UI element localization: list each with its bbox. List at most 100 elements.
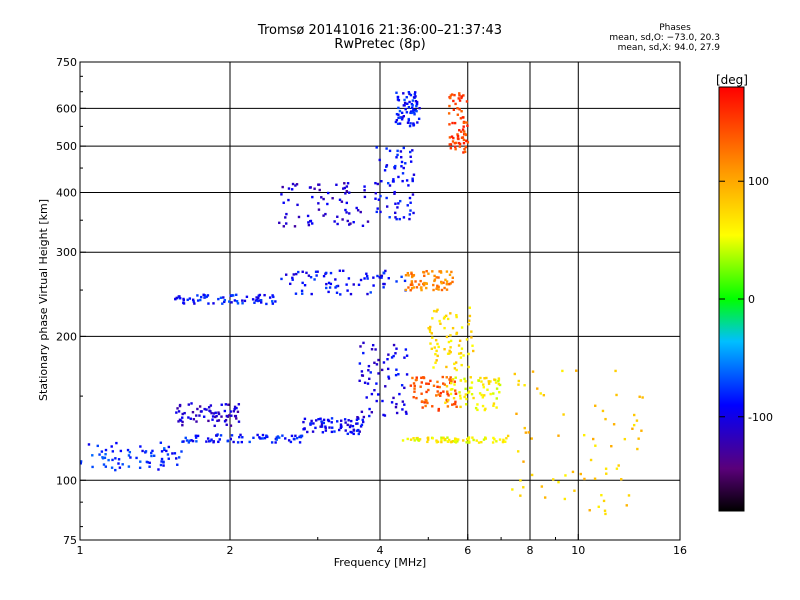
scatter-point [502,438,505,442]
scatter-point [126,448,130,452]
scatter-point [178,403,182,407]
scatter-point [367,369,370,372]
scatter-point [146,461,149,464]
scatter-point [445,280,449,283]
scatter-point [182,297,185,301]
scatter-point [515,412,518,416]
scatter-point [314,426,317,430]
scatter-point [200,410,203,413]
scatter-point [256,299,260,303]
scatter-point [206,437,210,440]
scatter-point [396,98,400,101]
scatter-point [331,426,334,429]
scatter-point [603,509,607,512]
scatter-point [465,139,468,142]
scatter-point [185,439,189,442]
title-block: Tromsø 20141016 21:36:00–21:37:43 RwPret… [0,24,760,52]
scatter-point [540,485,544,488]
scatter-point [401,439,405,442]
scatter-point [470,336,473,339]
scatter-point [352,432,355,436]
scatter-point [210,438,213,441]
scatter-point [463,150,467,154]
scatter-point [375,210,378,214]
scatter-point [454,392,457,395]
scatter-point [196,434,200,438]
scatter-point [322,214,325,217]
scatter-point [400,165,403,168]
scatter-point [460,326,464,329]
scatter-point [440,281,443,285]
scatter-point [523,426,526,430]
scatter-point [472,349,475,353]
scatter-point [103,456,107,459]
scatter-point [319,417,322,420]
scatter-point [467,352,470,356]
scatter-point [182,440,185,443]
scatter-point [452,136,455,140]
scatter-point [289,282,292,286]
scatter-point [470,381,474,384]
scatter-point [229,437,232,441]
scatter-point [487,380,490,383]
scatter-point [455,368,458,372]
scatter-point [359,210,362,214]
scatter-point [395,91,398,94]
scatter-point [435,359,438,362]
scatter-point [415,109,418,113]
scatter-point [530,473,534,477]
scatter-point [374,197,377,200]
scatter-point [408,213,412,216]
scatter-point [209,439,212,443]
scatter-point [361,418,364,422]
x-axis-label: Frequency [MHz] [334,556,426,569]
scatter-point [409,155,412,159]
scatter-point [458,129,461,132]
scatter-point [209,404,213,407]
scatter-point [346,432,350,436]
scatter-point [368,377,371,381]
scatter-point [163,447,166,450]
scatter-point [329,271,333,275]
scatter-point [280,193,283,196]
scatter-point [396,206,399,209]
scatter-point [356,415,359,419]
scatter-point [459,405,462,409]
scatter-point [465,121,468,124]
scatter-point [400,111,404,115]
y-tick-label: 750 [56,56,77,69]
scatter-point [98,453,101,456]
scatter-point [407,117,410,121]
scatter-point [175,296,178,300]
scatter-point [129,456,132,459]
scatter-point [396,122,400,125]
scatter-point [326,418,330,422]
scatter-point [434,338,438,342]
scatter-point [274,441,277,444]
scatter-point [420,376,423,380]
scatter-point [307,221,310,224]
scatter-point [344,421,347,424]
scatter-point [271,300,274,303]
scatter-point [480,440,483,444]
scatter-point [261,433,265,437]
scatter-point [287,198,290,202]
scatter-point [181,412,184,416]
scatter-point [328,426,331,429]
scatter-point [252,436,255,440]
scatter-point [110,445,113,448]
scatter-point [407,91,411,94]
scatter-point [151,449,154,453]
scatter-point [405,354,409,357]
y-tick-label: 100 [56,474,77,487]
scatter-point [459,397,462,400]
scatter-point [314,270,318,273]
scatter-point [347,419,350,422]
scatter-point [448,349,451,353]
scatter-point [284,437,287,440]
scatter-point [423,281,426,285]
x-tick-label: 8 [527,544,534,557]
scatter-point [450,381,453,385]
scatter-point [333,430,336,433]
scatter-point [238,435,241,439]
